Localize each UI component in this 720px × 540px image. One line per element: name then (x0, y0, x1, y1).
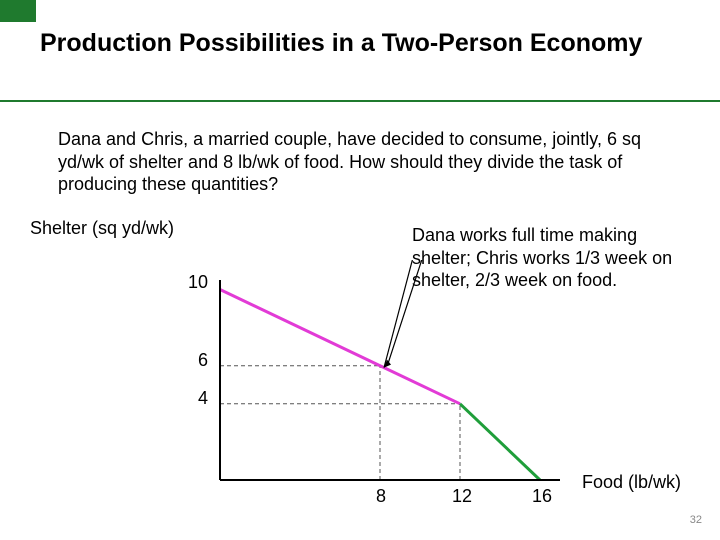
slide-body-text: Dana and Chris, a married couple, have d… (58, 128, 660, 196)
page-number: 32 (690, 514, 702, 526)
corner-accent (0, 0, 36, 22)
x-axis-label: Food (lb/wk) (582, 472, 681, 493)
title-underline (0, 100, 720, 102)
slide-title: Production Possibilities in a Two-Person… (40, 28, 680, 59)
y-axis-label: Shelter (sq yd/wk) (30, 218, 174, 239)
ppf-chart (140, 260, 580, 510)
